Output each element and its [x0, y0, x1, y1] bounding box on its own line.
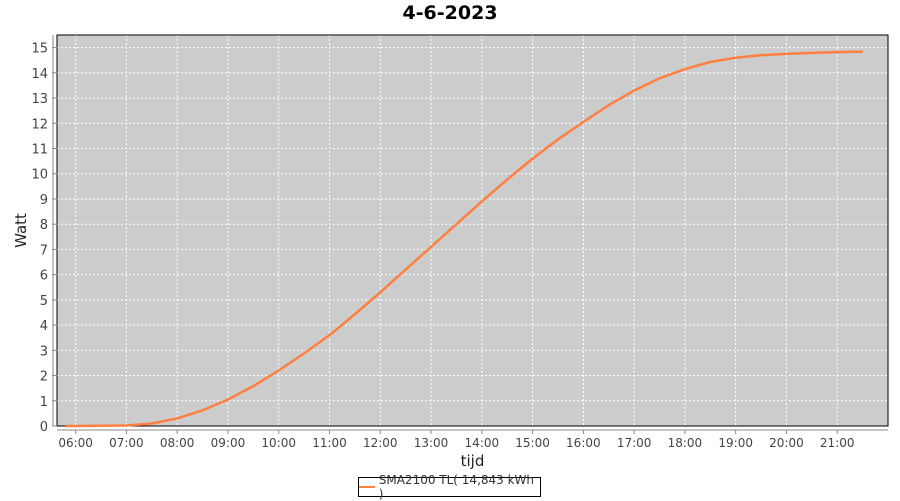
x-axis-label: tijd [461, 452, 485, 470]
y-tick-label: 2 [40, 370, 48, 385]
x-tick-label: 21:00 [820, 436, 855, 450]
y-tick-label: 3 [40, 344, 48, 359]
series-line [65, 50, 863, 428]
y-tick-label: 11 [31, 143, 48, 158]
x-tick-label: 14:00 [465, 436, 500, 450]
y-tick-label: 7 [40, 243, 48, 258]
x-tick-label: 15:00 [515, 436, 550, 450]
x-tick-label: 17:00 [617, 436, 652, 450]
plot-border [56, 34, 889, 427]
x-tick-label: 18:00 [668, 436, 703, 450]
y-tick-label: 14 [31, 67, 48, 82]
y-tick-label: 6 [40, 269, 48, 284]
y-tick-label: 5 [40, 294, 48, 309]
legend-label: SMA2100 TL( 14,843 kWh ) [378, 473, 535, 501]
y-tick-label: 8 [40, 218, 48, 233]
y-tick-label: 15 [31, 42, 48, 57]
x-tick-label: 11:00 [312, 436, 347, 450]
y-axis-label: Watt [12, 213, 30, 248]
y-tick-label: 10 [31, 168, 48, 183]
legend-swatch [359, 486, 375, 488]
x-tick-label: 06:00 [58, 436, 93, 450]
x-tick-label: 09:00 [211, 436, 246, 450]
x-tick-label: 19:00 [718, 436, 753, 450]
y-tick-label: 13 [31, 92, 48, 107]
y-tick-label: 9 [40, 193, 48, 208]
y-tick-label: 0 [40, 420, 48, 435]
x-tick-label: 12:00 [363, 436, 398, 450]
y-tick-label: 12 [31, 117, 48, 132]
x-tick-label: 10:00 [261, 436, 296, 450]
x-tick-label: 20:00 [769, 436, 804, 450]
plot-area [57, 35, 888, 426]
chart-title: 4-6-2023 [402, 2, 498, 24]
x-tick-label: 08:00 [160, 436, 195, 450]
x-tick-label: 07:00 [109, 436, 144, 450]
y-tick-label: 1 [40, 395, 48, 410]
x-tick-label: 16:00 [566, 436, 601, 450]
y-tick-label: 4 [40, 319, 48, 334]
x-tick-label: 13:00 [414, 436, 449, 450]
legend: SMA2100 TL( 14,843 kWh ) [358, 473, 541, 501]
